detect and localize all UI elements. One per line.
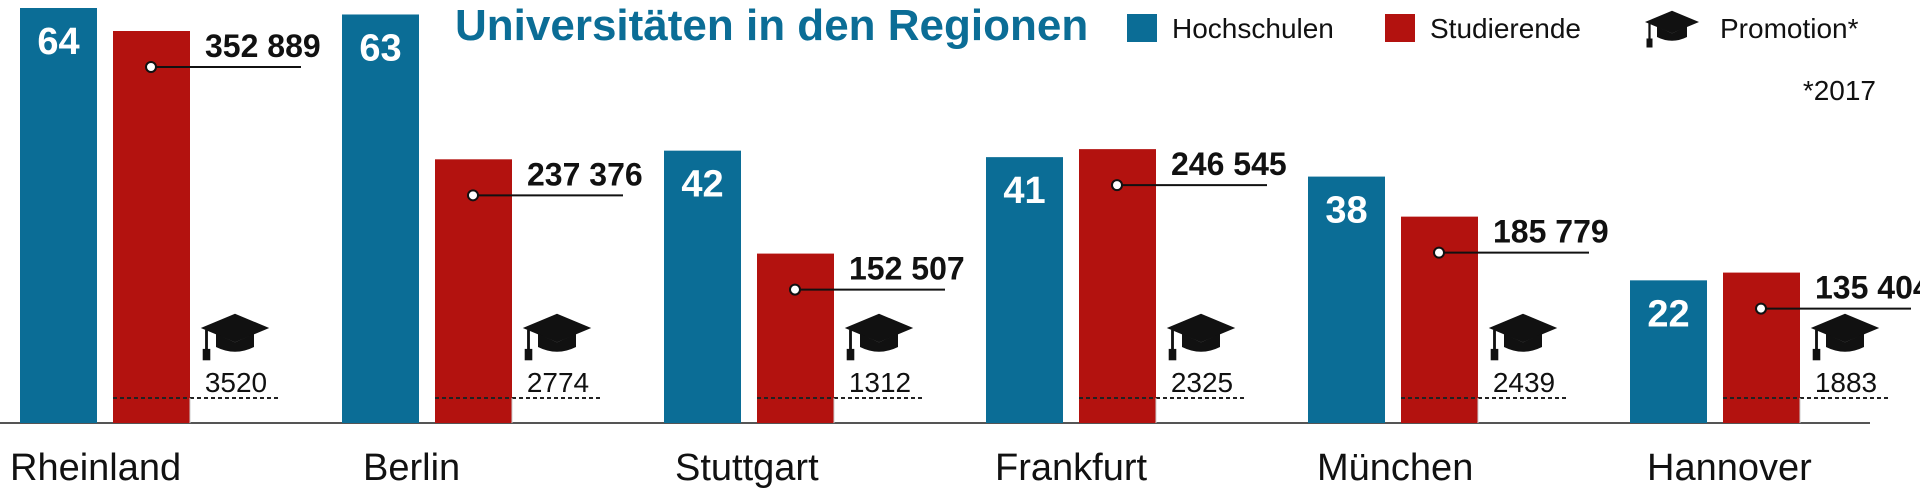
chart-footnote: *2017 [1803,75,1876,106]
value-label-hochschulen: 64 [37,21,79,63]
graduation-cap-icon [1165,312,1237,362]
graduation-cap-icon [843,312,915,362]
legend: Hochschulen Studierende Promotion* [1127,9,1859,49]
category-label: Frankfurt [995,447,1147,489]
value-label-hochschulen: 41 [1003,170,1045,212]
value-label-studierende: 352 889 [205,28,321,64]
legend-label-promotion: Promotion* [1720,13,1859,44]
value-label-promotion: 2774 [527,367,589,398]
studierende-marker [467,189,479,202]
graduation-cap-icon [521,312,593,362]
category-label: Berlin [363,447,460,489]
bar-studierende [435,159,512,423]
studierende-marker [1755,302,1767,315]
value-label-studierende: 185 779 [1493,214,1609,250]
graduation-cap-icon [1643,9,1701,49]
value-label-hochschulen: 38 [1325,190,1367,232]
value-label-promotion: 3520 [205,367,267,398]
graduation-cap-icon [1487,312,1559,362]
legend-swatch-studierende [1385,14,1415,42]
bar-hochschulen [986,157,1063,423]
studierende-marker [1433,246,1445,259]
studierende-marker [145,61,157,73]
value-label-promotion: 2325 [1171,367,1233,398]
studierende-marker [789,283,801,296]
chart-marks: 64 352 889 3520 Rheinland 63 237 376 2774 Berli… [10,8,1920,489]
category-label: Stuttgart [675,447,819,489]
value-label-studierende: 135 404 [1815,270,1920,306]
studierende-marker [1111,179,1123,192]
value-label-studierende: 152 507 [849,251,965,287]
value-label-hochschulen: 63 [359,27,401,69]
value-label-studierende: 237 376 [527,156,643,192]
legend-label-studierende: Studierende [1430,13,1581,44]
value-label-promotion: 1312 [849,367,911,398]
value-label-studierende: 246 545 [1171,146,1287,182]
category-label: München [1317,447,1473,489]
bar-studierende [757,253,834,423]
legend-swatch-hochschulen [1127,14,1157,42]
bar-hochschulen [20,8,97,423]
category-label: Rheinland [10,447,181,489]
chart-title: Universitäten in den Regionen [455,1,1088,50]
value-label-promotion: 2439 [1493,367,1555,398]
value-label-promotion: 1883 [1815,367,1877,398]
category-label: Hannover [1647,447,1812,489]
bar-hochschulen [664,150,741,423]
bar-studierende [113,31,190,423]
graduation-cap-icon [1809,312,1881,362]
graduation-cap-icon [199,312,271,362]
bar-hochschulen [1308,176,1385,423]
value-label-hochschulen: 22 [1647,293,1689,335]
value-label-hochschulen: 42 [681,164,723,206]
bar-studierende [1079,149,1156,424]
bar-studierende [1723,272,1800,423]
legend-label-hochschulen: Hochschulen [1172,13,1334,44]
bar-hochschulen [342,14,419,423]
bar-hochschulen [1630,280,1707,423]
